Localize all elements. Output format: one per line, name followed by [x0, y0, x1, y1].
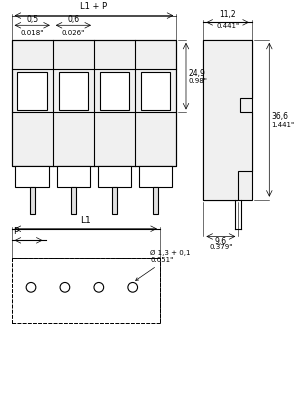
Bar — [30, 187, 35, 214]
Text: 0.441": 0.441" — [216, 23, 239, 29]
Text: 1.441": 1.441" — [271, 122, 294, 128]
Text: 0.026": 0.026" — [62, 30, 85, 36]
Text: P: P — [14, 228, 19, 236]
Bar — [139, 166, 173, 187]
Text: 0.018": 0.018" — [20, 30, 44, 36]
Bar — [15, 166, 49, 187]
Bar — [141, 72, 170, 110]
Text: 11,2: 11,2 — [219, 10, 236, 18]
Bar — [153, 187, 158, 214]
Bar — [12, 40, 176, 166]
Polygon shape — [203, 40, 252, 200]
Text: 24,9: 24,9 — [189, 69, 206, 78]
Bar — [59, 72, 88, 110]
Text: 9,6: 9,6 — [215, 238, 227, 246]
Bar — [112, 187, 117, 214]
Bar — [203, 40, 252, 200]
Text: 0.379": 0.379" — [209, 244, 233, 250]
Bar — [100, 72, 129, 110]
Text: 0,5: 0,5 — [26, 15, 38, 24]
Bar — [12, 258, 160, 323]
Text: 0,6: 0,6 — [67, 15, 79, 24]
Bar — [98, 166, 131, 187]
Text: 0.98": 0.98" — [189, 78, 208, 84]
Text: L1: L1 — [80, 216, 91, 225]
Text: L1 + P: L1 + P — [80, 2, 108, 11]
Text: 36,6: 36,6 — [271, 112, 288, 121]
Bar — [71, 187, 76, 214]
Bar — [12, 40, 176, 166]
Bar — [57, 166, 90, 187]
Bar — [18, 72, 47, 110]
Text: Ø 1,3 + 0,1
0.051": Ø 1,3 + 0,1 0.051" — [136, 250, 191, 280]
